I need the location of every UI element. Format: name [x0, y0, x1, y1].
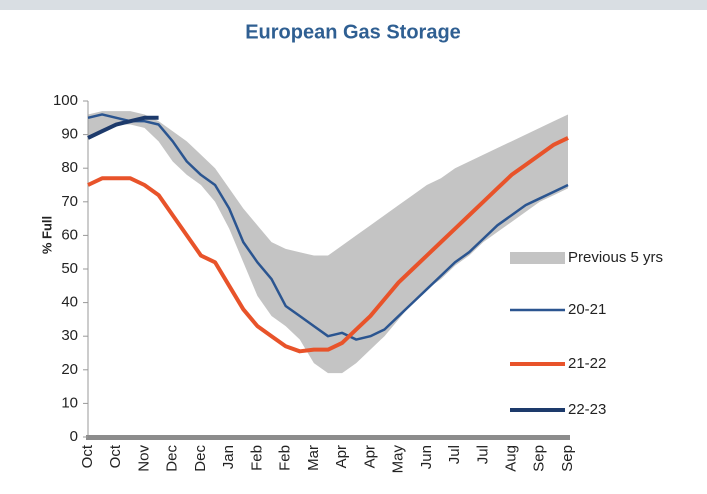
x-tick-label: Oct [79, 444, 96, 468]
range-band [88, 111, 568, 374]
x-tick-label: Sep [559, 445, 576, 472]
legend-label: 21-22 [568, 355, 606, 372]
legend-swatch [510, 252, 565, 264]
legend-label: 20-21 [568, 301, 606, 318]
y-tick-label: 30 [61, 327, 78, 344]
x-tick-label: May [390, 445, 407, 474]
y-axis-label: % Full [39, 216, 54, 254]
x-tick-label: Feb [277, 445, 294, 471]
series-line [87, 115, 159, 140]
y-tick-label: 80 [61, 159, 78, 176]
x-tick-label: Dec [164, 445, 181, 472]
y-tick-label: 100 [53, 92, 78, 109]
x-tick-label: Feb [248, 445, 265, 471]
x-tick-label: Nov [135, 445, 152, 472]
x-tick-label: Jul [446, 445, 463, 464]
x-tick-label: Jan [220, 445, 237, 469]
y-tick-label: 0 [70, 428, 78, 445]
legend-label: 22-23 [568, 401, 606, 418]
y-tick-label: 50 [61, 260, 78, 277]
y-tick-label: 70 [61, 193, 78, 210]
top-strip [0, 0, 707, 10]
x-tick-label: Jun [418, 445, 435, 469]
y-tick-label: 10 [61, 394, 78, 411]
x-tick-label: Aug [502, 445, 519, 472]
x-tick-label: Oct [107, 444, 124, 468]
x-tick-label: Apr [361, 445, 378, 468]
y-tick-label: 20 [61, 361, 78, 378]
x-tick-label: Apr [333, 445, 350, 468]
series-line [87, 113, 569, 341]
x-tick-label: Dec [192, 445, 209, 472]
chart-title: European Gas Storage [245, 21, 461, 43]
y-tick-label: 60 [61, 226, 78, 243]
x-tick-label: Mar [305, 445, 322, 471]
x-tick-label: Sep [531, 445, 548, 472]
x-axis [86, 435, 570, 440]
legend-label: Previous 5 yrs [568, 249, 663, 266]
series-line [87, 136, 569, 354]
x-tick-label: Jul [474, 445, 491, 464]
y-tick-label: 40 [61, 294, 78, 311]
y-tick-label: 90 [61, 126, 78, 143]
